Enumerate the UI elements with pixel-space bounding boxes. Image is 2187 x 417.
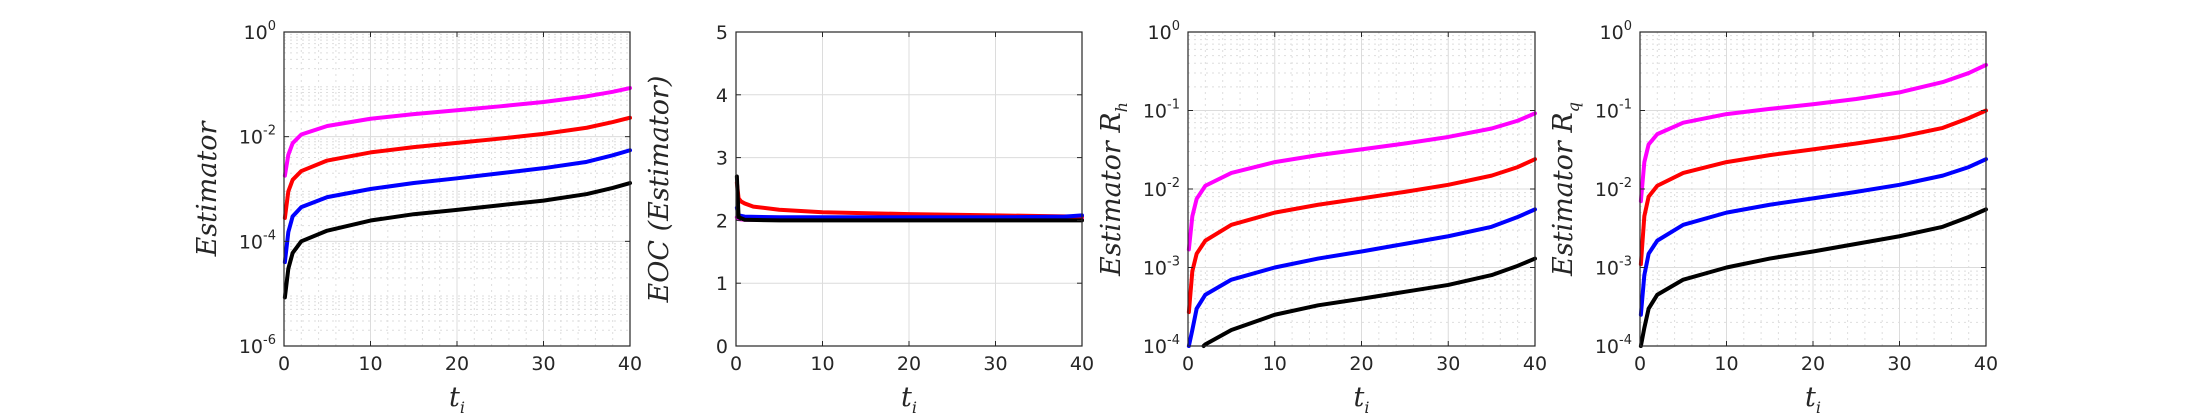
x-tick-label: 0	[1182, 353, 1194, 375]
chart-panel-1: 0 10 20 30 40 10-6 10-4 10-2 100 ti Estimator	[192, 19, 642, 417]
minor-grid	[284, 32, 630, 346]
y-tick-label: 10-3	[1143, 255, 1180, 280]
x-tick-label: 20	[1349, 353, 1373, 375]
series-line-2	[1638, 108, 1988, 267]
y-tick-label: 100	[1148, 19, 1180, 44]
y-tick-label: 10-2	[239, 124, 276, 149]
x-tick-label: 30	[1887, 353, 1911, 375]
series-line-3	[282, 148, 632, 265]
x-tick-label: 10	[358, 353, 382, 375]
series-line-3	[734, 205, 1084, 220]
major-grid	[735, 31, 1083, 347]
x-tick-label: 40	[1070, 353, 1094, 375]
y-tick-label: 4	[716, 85, 728, 107]
y-tick-label: 10-2	[1595, 176, 1632, 201]
y-axis-label: Estimator Rh	[1096, 102, 1131, 277]
y-tick-label: 10-4	[1143, 333, 1180, 358]
y-tick-label: 100	[1600, 19, 1632, 44]
y-tick-label: 3	[716, 148, 728, 170]
x-tick-label: 10	[1714, 353, 1738, 375]
series-line-4	[282, 181, 632, 300]
y-tick-label: 10-3	[1595, 255, 1632, 280]
x-axis-label: ti	[901, 382, 917, 417]
y-tick-label: 100	[244, 19, 276, 44]
x-tick-label: 30	[531, 353, 555, 375]
y-tick-label: 10-2	[1143, 176, 1180, 201]
series-line-1	[1186, 111, 1537, 252]
x-tick-label: 20	[445, 353, 469, 375]
x-tick-label: 0	[278, 353, 290, 375]
series-line-1	[282, 86, 632, 178]
y-tick-label: 5	[716, 22, 728, 44]
y-tick-label: 10-1	[1595, 98, 1632, 123]
y-axis-label: Estimator	[192, 120, 223, 258]
x-tick-label: 20	[897, 353, 921, 375]
series-line-2	[1186, 157, 1537, 315]
series-line-1	[1638, 62, 1988, 204]
chart-panel-4: 0 10 20 30 40 10-4 10-3 10-2 10-1 100 ti Estimator …	[1548, 19, 1998, 417]
y-tick-label: 10-6	[239, 333, 276, 358]
y-tick-label: 2	[716, 210, 728, 232]
x-axis-label: ti	[1354, 382, 1370, 417]
x-tick-label: 10	[810, 353, 834, 375]
x-tick-label: 30	[1436, 353, 1460, 375]
x-tick-label: 0	[1634, 353, 1646, 375]
series-line-3	[1638, 157, 1988, 317]
y-axis-label: Estimator Rq	[1548, 102, 1583, 277]
y-tick-label: 10-4	[239, 228, 276, 253]
x-tick-label: 0	[730, 353, 742, 375]
x-tick-label: 40	[1974, 353, 1998, 375]
y-tick-label: 10-1	[1143, 98, 1180, 123]
chart-panel-2: 0 10 20 30 40 0 1 2 3 4 5 ti EOC (Estimator)	[644, 22, 1094, 417]
y-tick-label: 1	[716, 273, 728, 295]
x-axis-label: ti	[1805, 382, 1821, 417]
x-axis-label: ti	[449, 382, 465, 417]
series-line-4	[1201, 256, 1537, 348]
series-line-2	[282, 115, 632, 220]
x-tick-label: 30	[983, 353, 1007, 375]
series-line-3	[1186, 207, 1537, 348]
y-tick-label: 10-4	[1595, 333, 1632, 358]
chart-panel-3: 0 10 20 30 40 10-4 10-3 10-2 10-1 100 ti Estimator …	[1096, 19, 1547, 417]
x-tick-label: 40	[618, 353, 642, 375]
x-tick-label: 10	[1263, 353, 1287, 375]
series-line-4	[1638, 207, 1988, 348]
x-tick-label: 40	[1523, 353, 1547, 375]
y-tick-label: 0	[716, 336, 728, 358]
series-line-4	[734, 174, 1084, 223]
x-tick-label: 20	[1801, 353, 1825, 375]
y-axis-label: EOC (Estimator)	[644, 76, 675, 304]
